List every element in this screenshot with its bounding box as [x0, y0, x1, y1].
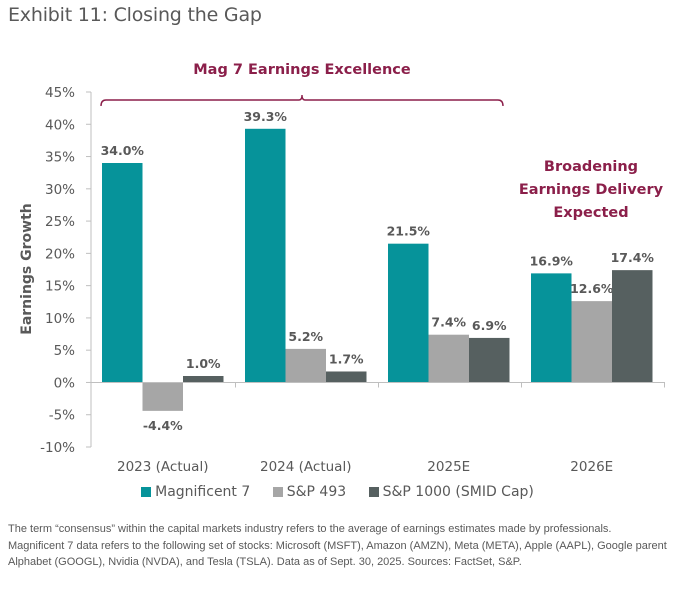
bar-magnificent-7-3	[531, 273, 572, 383]
legend-label: S&P 1000 (SMID Cap)	[382, 484, 534, 500]
y-tick-label: -10%	[40, 440, 75, 456]
y-axis: 45% 40% 35% 30% 25% 20% 15% 10% 5% 0% -5% -10%	[40, 85, 92, 456]
y-tick-label: -5%	[49, 408, 75, 424]
bar-s-p-493-3	[571, 301, 612, 383]
bar-s-p-1000-smid-cap-1	[326, 371, 367, 383]
bars-layer: 34.0% -4.4% 1.0% 39.3% 5.2% 1.7% 21.5% 7.4% 6.9%…	[101, 109, 655, 433]
bar-s-p-493-1	[285, 348, 326, 383]
data-label: 7.4%	[431, 315, 466, 330]
y-tick-label: 0%	[54, 375, 76, 391]
bar-magnificent-7-1	[245, 128, 286, 383]
data-label: 6.9%	[472, 318, 507, 333]
y-tick-label: 5%	[54, 343, 76, 359]
bar-s-p-1000-smid-cap-2	[469, 337, 510, 383]
legend-swatch-sp-493	[272, 487, 283, 497]
footnote: The term “consensus” within the capital …	[8, 523, 667, 568]
y-tick-label: 20%	[45, 246, 75, 262]
y-tick-label: 25%	[45, 214, 75, 230]
x-category-label: 2025E	[427, 459, 470, 475]
y-tick-label: 30%	[45, 182, 75, 198]
y-tick-label: 15%	[45, 279, 75, 295]
bar-magnificent-7-0	[102, 163, 143, 383]
legend-item-magnificent-7: Magnificent 7	[141, 484, 250, 500]
bar-s-p-493-0	[142, 382, 183, 411]
annotations-layer: Mag 7 Earnings Excellence Broadening Earni…	[100, 62, 664, 221]
broadening-annotation-line: Earnings Delivery	[519, 182, 664, 198]
data-label: 34.0%	[101, 143, 145, 158]
y-tick-label: 40%	[45, 117, 75, 133]
data-label: 1.0%	[186, 356, 221, 371]
data-label: 39.3%	[244, 109, 288, 124]
legend-item-sp-1000: S&P 1000 (SMID Cap)	[368, 484, 534, 500]
data-label: 12.6%	[570, 281, 614, 296]
data-label: 17.4%	[611, 250, 655, 265]
x-category-label: 2023 (Actual)	[117, 459, 208, 475]
legend: Magnificent 7 S&P 493 S&P 1000 (SMID Cap…	[0, 484, 675, 501]
bar-s-p-493-2	[428, 334, 469, 383]
legend-item-sp-493: S&P 493	[272, 484, 347, 500]
y-tick-label: 35%	[45, 150, 75, 166]
bar-magnificent-7-2	[388, 243, 429, 383]
y-tick-label: 45%	[45, 85, 75, 101]
bar-s-p-1000-smid-cap-0	[183, 376, 224, 383]
y-tick-label: 10%	[45, 311, 75, 327]
x-category-label: 2024 (Actual)	[260, 459, 351, 475]
legend-label: Magnificent 7	[155, 484, 251, 500]
legend-label: S&P 493	[286, 484, 347, 500]
earnings-growth-chart: 45% 40% 35% 30% 25% 20% 15% 10% 5% 0% -5% -10% Earn…	[19, 62, 665, 475]
mag7-annotation-text: Mag 7 Earnings Excellence	[193, 62, 411, 78]
mag7-bracket	[100, 94, 504, 107]
data-label: 21.5%	[387, 224, 431, 239]
broadening-annotation-line: Expected	[553, 205, 628, 221]
y-axis-title: Earnings Growth	[19, 203, 35, 334]
data-label: 5.2%	[288, 329, 323, 344]
data-label: -4.4%	[143, 418, 183, 433]
x-axis-labels: 2023 (Actual) 2024 (Actual) 2025E 2026E	[117, 459, 613, 475]
data-label: 16.9%	[530, 253, 574, 268]
legend-swatch-sp-1000	[368, 487, 379, 497]
data-label: 1.7%	[329, 351, 364, 366]
zero-baseline	[91, 381, 665, 388]
legend-swatch-magnificent-7	[141, 487, 152, 497]
bar-s-p-1000-smid-cap-3	[612, 270, 653, 383]
broadening-annotation-line: Broadening	[544, 159, 638, 175]
exhibit-title: Exhibit 11: Closing the Gap	[8, 4, 262, 26]
x-category-label: 2026E	[570, 459, 613, 475]
